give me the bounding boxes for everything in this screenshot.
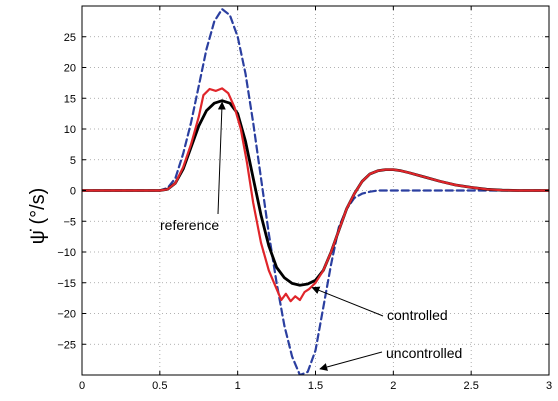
annotation-arrow-0 [217,101,226,215]
x-tick-label-1: 0.5 [152,380,167,392]
series-line-0 [82,8,549,375]
annotation-arrow-2 [319,351,383,371]
x-tick-label-3: 1.5 [308,380,323,392]
y-tick-label-10: −25 [57,339,76,351]
annotation-arrow-1 [311,286,384,317]
x-tick-label-6: 3 [546,380,552,392]
series-layer [82,8,549,375]
x-tick-label-2: 1 [235,380,241,392]
y-tick-label-8: −15 [57,278,76,290]
y-tick-label-7: −10 [57,247,76,259]
annotations: reference controlled uncontrolled [160,101,462,371]
y-tick-label-4: 5 [70,155,76,167]
series-line-1 [82,99,549,287]
y-tick-label-6: −5 [63,216,76,228]
x-tick-label-5: 2.5 [464,380,479,392]
y-tick-label-0: 25 [64,32,76,44]
y-tick-label-5: 0 [70,186,76,198]
y-axis-label: ψ̇ (°/s) [27,188,49,245]
annotation-label-2: uncontrolled [386,345,462,361]
annotation-label-0: reference [160,217,219,233]
x-tick-label-4: 2 [390,380,396,392]
ticks: 0 0.5 1 1.5 2 2.5 3 25 20 15 10 5 0 −5 −10 −15 −20 −25 [57,6,552,392]
annotation-label-1: controlled [387,307,448,323]
y-tick-label-1: 20 [64,63,76,75]
x-tick-label-0: 0 [79,380,85,392]
y-tick-label-3: 10 [64,124,76,136]
series-line-2 [82,87,549,303]
y-tick-label-9: −20 [57,309,76,321]
y-tick-label-2: 15 [64,93,76,105]
